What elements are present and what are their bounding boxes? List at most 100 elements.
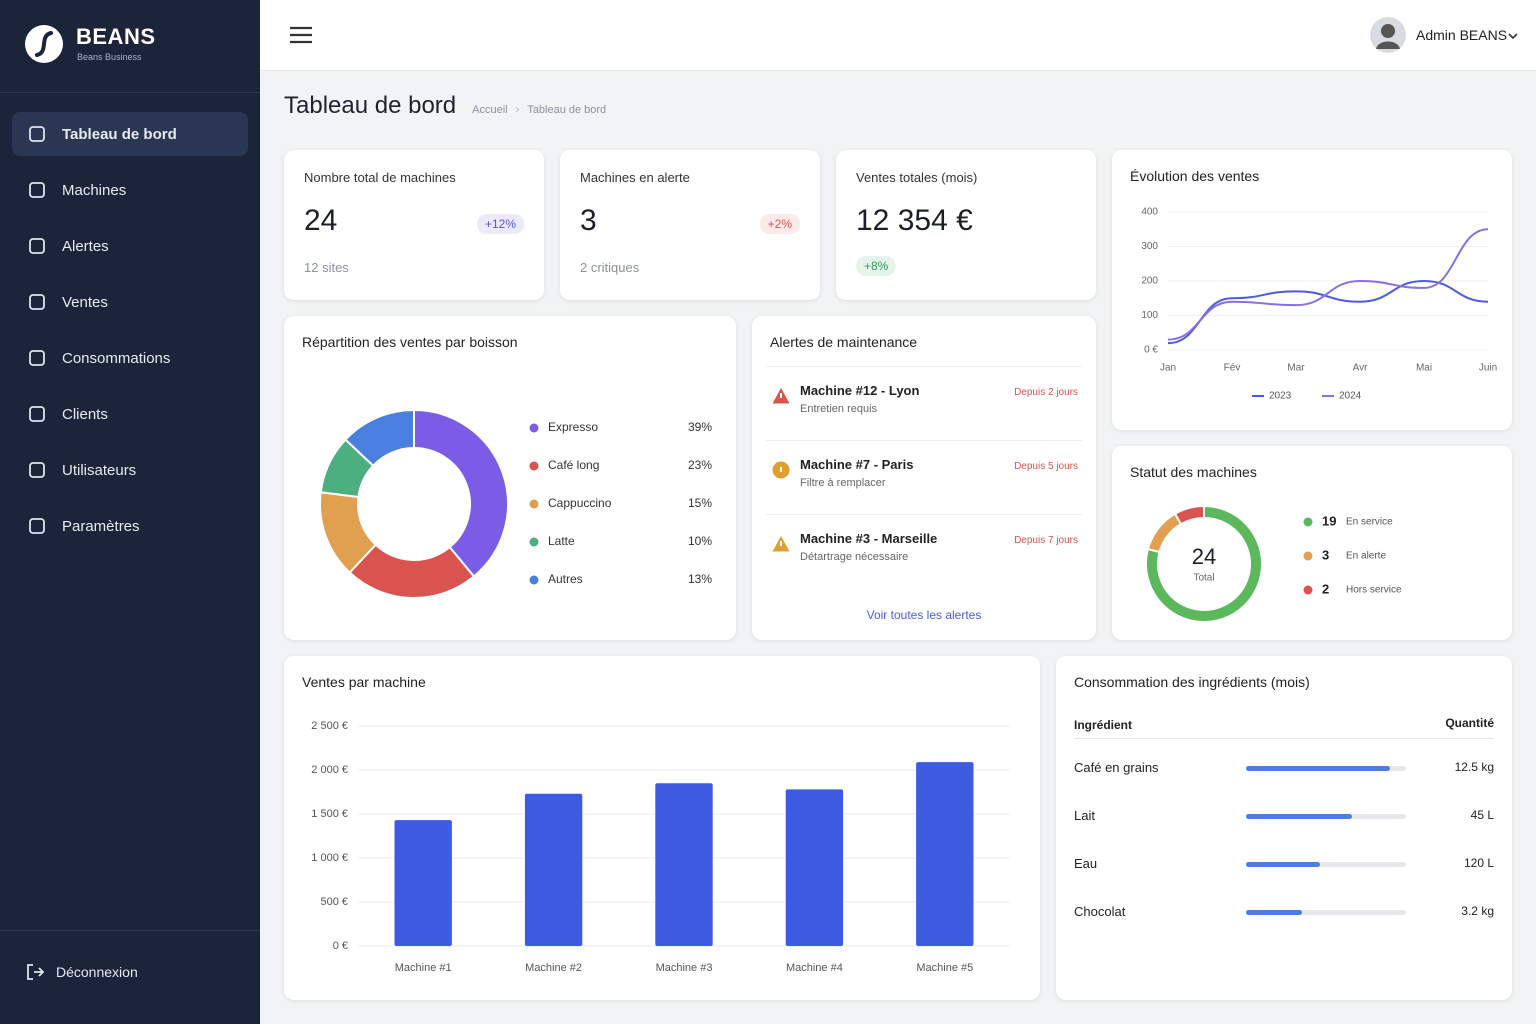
ingredient-quantity: 12.5 kg — [1454, 760, 1494, 774]
x-tick-label: Jan — [1160, 363, 1176, 374]
breadcrumb: Accueil › Tableau de bord — [472, 104, 606, 116]
nav-item[interactable]: Alertes — [12, 224, 248, 268]
nav-item[interactable]: Ventes — [12, 280, 248, 324]
value-label: 13% — [688, 572, 712, 586]
alert-subtitle: Détartrage nécessaire — [800, 551, 909, 563]
legend-value: 19 — [1322, 513, 1336, 528]
card-title: Statut des machines — [1130, 464, 1257, 480]
donut-segment — [344, 408, 415, 468]
separator — [0, 930, 260, 931]
legend-dot — [529, 423, 539, 433]
x-tick-label: Avr — [1353, 363, 1368, 374]
kpi-value: 3 — [580, 204, 597, 237]
menu-button[interactable] — [290, 26, 312, 44]
kpi-card: Ventes totales (mois) 12 354 € +8% — [836, 150, 1096, 300]
nav-item[interactable]: Clients — [12, 392, 248, 436]
y-tick-label: 500 € — [320, 896, 348, 908]
icon-shape — [27, 964, 45, 980]
x-tick-label: Machine #1 — [395, 962, 452, 974]
donut-segment — [1146, 512, 1183, 554]
legend-dot — [529, 537, 539, 547]
separator — [0, 92, 260, 93]
donut-total: 24 — [1192, 544, 1216, 569]
breadcrumb-item[interactable]: Accueil — [472, 104, 508, 116]
line-chart-card: Évolution des ventes 0 € 100 200 300 400 Jan Fé… — [1112, 150, 1512, 430]
icon-shape — [29, 518, 45, 534]
logo-bean — [35, 31, 53, 57]
legend-label: En service — [1346, 517, 1393, 528]
y-tick-label: 1 500 € — [311, 808, 348, 820]
donut-segment — [413, 408, 509, 578]
progress-track — [1246, 910, 1406, 915]
y-tick-label: 0 € — [1144, 345, 1158, 356]
alert-title: Machine #7 - Paris — [800, 457, 914, 472]
progress-track — [1246, 766, 1406, 771]
alert-time: Depuis 7 jours — [1014, 535, 1078, 546]
progress-fill — [1246, 814, 1352, 819]
ingredient-quantity: 120 L — [1463, 856, 1494, 870]
legend-label: Cappuccino — [548, 496, 612, 510]
alert-row[interactable]: Machine #3 - Marseille Détartrage nécessa… — [766, 514, 1082, 585]
nav-label: Alertes — [62, 238, 109, 255]
legend-label: Autres — [548, 572, 583, 586]
kpi-label: Nombre total de machines — [304, 170, 456, 185]
nav-item[interactable]: Machines — [12, 168, 248, 212]
value-label: 39% — [688, 420, 712, 434]
alert-time: Depuis 2 jours — [1014, 387, 1078, 398]
kpi-value: 24 — [304, 204, 338, 237]
bar-chart-card: Ventes par machine 0 € 500 € 1 000 € 1 500 €… — [284, 656, 1040, 1000]
bar — [655, 783, 713, 946]
x-tick-label: Machine #3 — [656, 962, 713, 974]
card-title: Répartition des ventes par boisson — [302, 334, 518, 350]
value-label: 23% — [688, 458, 712, 472]
bar — [394, 820, 452, 946]
legend-label: Café long — [548, 458, 599, 472]
nav-label: Tableau de bord — [62, 126, 177, 143]
donut-chart: 24 Total 19 En service 3 En alerte 2 Hors servi… — [1145, 504, 1402, 623]
nav-label: Paramètres — [62, 518, 140, 535]
x-tick-label: Juin — [1479, 363, 1497, 374]
logout[interactable]: Déconnexion — [12, 952, 248, 992]
kpi-label: Machines en alerte — [580, 170, 690, 185]
nav-item[interactable]: Paramètres — [12, 504, 248, 548]
alert-row[interactable]: Machine #7 - Paris Filtre à remplacer Depu… — [766, 440, 1082, 511]
nav-icon — [29, 462, 45, 478]
line-series — [1167, 228, 1489, 341]
nav-item[interactable]: Tableau de bord — [12, 112, 248, 156]
nav-item[interactable]: Utilisateurs — [12, 448, 248, 492]
nav-label: Ventes — [62, 294, 108, 311]
ingredient-name: Lait — [1074, 808, 1095, 823]
alerts-card: Alertes de maintenance Machine #12 - Lyon… — [752, 316, 1096, 640]
y-tick-label: 1 000 € — [311, 852, 348, 864]
alert-icon — [772, 388, 790, 404]
user-menu[interactable]: Admin BEANS — [1370, 15, 1520, 55]
tagline: Beans Business — [77, 52, 142, 62]
icon-shape — [29, 238, 45, 254]
legend-dot — [529, 499, 539, 509]
alert-row[interactable]: Machine #12 - Lyon Entretien requis Depuis… — [766, 366, 1082, 437]
donut-chart: Expresso 39% Café long 23% Cappuccino 15% Latt… — [319, 408, 712, 599]
progress-fill — [1246, 910, 1302, 915]
kpi-note: 2 critiques — [580, 260, 640, 275]
legend-label: 2023 — [1269, 391, 1292, 402]
brand: BEANS — [76, 24, 156, 49]
table-divider — [1074, 738, 1494, 739]
value-label: 10% — [688, 534, 712, 548]
y-tick-label: 100 — [1141, 310, 1158, 321]
icon-shape — [29, 126, 45, 142]
page-heading: Tableau de bord Accueil › Tableau de bord — [284, 92, 1184, 132]
avatar-head — [1381, 24, 1395, 38]
chevron — [1508, 33, 1518, 40]
alert-title: Machine #3 - Marseille — [800, 531, 938, 546]
table-header: Quantité — [1445, 716, 1494, 730]
nav-label: Utilisateurs — [62, 462, 137, 479]
donut-total-label: Total — [1193, 573, 1214, 584]
ingredient-quantity: 45 L — [1470, 808, 1494, 822]
alerts-link[interactable]: Voir toutes les alertes — [866, 608, 982, 622]
kpi-note: 12 sites — [304, 260, 349, 275]
legend-label: Hors service — [1346, 585, 1402, 596]
progress-fill — [1246, 766, 1390, 771]
nav-item[interactable]: Consommations — [12, 336, 248, 380]
y-tick-label: 2 000 € — [311, 764, 348, 776]
legend-dot — [1303, 517, 1313, 527]
